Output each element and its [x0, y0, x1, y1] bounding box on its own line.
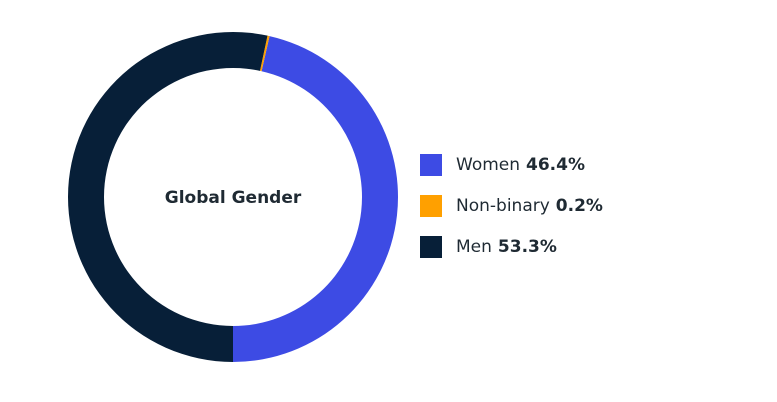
- legend-value-non-binary: 0.2%: [555, 196, 603, 216]
- legend-label-men: Men: [456, 237, 492, 257]
- legend-value-men: 53.3%: [497, 237, 557, 257]
- legend-item-non-binary: Non-binary 0.2%: [420, 194, 603, 218]
- legend-item-women: Women 46.4%: [420, 153, 603, 177]
- legend-swatch-non-binary: [420, 195, 442, 217]
- donut-slice-women: [233, 36, 398, 362]
- legend-swatch-women: [420, 154, 442, 176]
- chart-legend: Women 46.4% Non-binary 0.2% Men 53.3%: [420, 153, 603, 276]
- chart-center-label: Global Gender: [165, 188, 302, 208]
- legend-swatch-men: [420, 236, 442, 258]
- donut-slice-non-binary: [259, 35, 270, 72]
- donut-slice-men: [67, 31, 268, 363]
- donut-slices: [67, 31, 398, 363]
- legend-label-women: Women: [456, 155, 521, 175]
- legend-label-non-binary: Non-binary: [456, 196, 550, 216]
- legend-item-men: Men 53.3%: [420, 235, 603, 259]
- legend-value-women: 46.4%: [526, 155, 585, 175]
